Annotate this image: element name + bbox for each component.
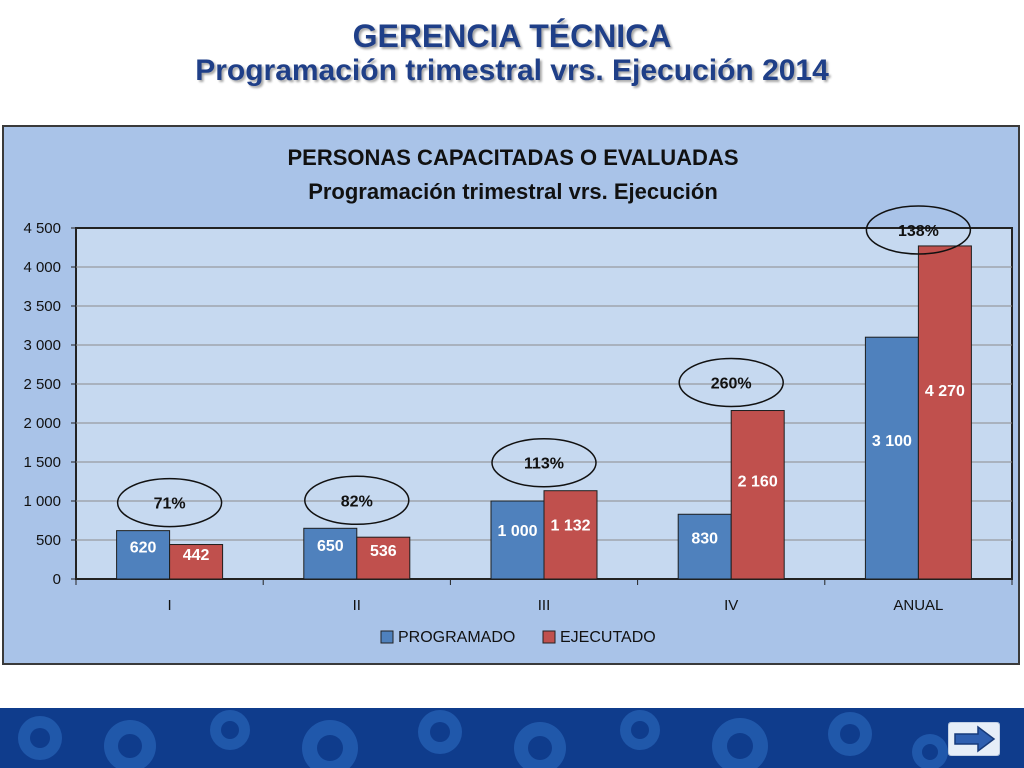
x-tick-label: III [538, 597, 551, 614]
y-tick-label: 1 000 [23, 493, 61, 510]
x-tick-label: ANUAL [893, 597, 943, 614]
bar-ejecutado [543, 490, 598, 580]
data-label: 4 270 [925, 383, 965, 400]
data-label: 3 100 [872, 433, 912, 450]
chart-title: PERSONAS CAPACITADAS O EVALUADAS [287, 145, 738, 170]
legend-label-ejecutado: EJECUTADO [560, 629, 656, 646]
data-label: 536 [370, 543, 397, 560]
data-label: 830 [691, 530, 718, 547]
bar-programado [677, 513, 732, 580]
annotation-percent: 113% [524, 456, 564, 473]
y-tick-label: 2 000 [23, 415, 61, 432]
x-tick-label: IV [724, 597, 738, 614]
x-tick-label: I [168, 597, 172, 614]
annotation-ellipse [116, 477, 223, 528]
legend-swatch-programado [380, 630, 394, 644]
chart-panel: PERSONAS CAPACITADAS O EVALUADAS Programa… [2, 125, 1020, 665]
y-tick-label: 3 500 [23, 298, 61, 315]
bar-ejecutado [917, 245, 972, 580]
bar-chart: PERSONAS CAPACITADAS O EVALUADAS Programa… [23, 145, 1013, 646]
annotation-percent: 82% [341, 493, 373, 510]
slide-subtitle: Programación trimestral vrs. Ejecución 2… [195, 54, 829, 87]
bar-programado [116, 530, 171, 580]
footer-gear-band [0, 708, 1024, 768]
legend-label-programado: PROGRAMADO [398, 629, 515, 646]
data-label: 2 160 [738, 473, 778, 490]
slide-title: GERENCIA TÉCNICA [352, 18, 672, 54]
right-arrow-icon [947, 721, 1001, 757]
legend-swatch-ejecutado [542, 630, 556, 644]
data-label: 1 132 [550, 517, 590, 534]
bar-ejecutado [356, 536, 411, 580]
annotation-ellipse [491, 437, 597, 488]
annotation-percent: 138% [898, 223, 939, 240]
annotation-percent: 260% [711, 376, 752, 393]
data-label: 442 [183, 547, 210, 564]
y-tick-label: 2 500 [23, 376, 61, 393]
bar-programado [490, 500, 545, 580]
bar-programado [864, 336, 919, 580]
annotation-ellipse [304, 475, 410, 526]
annotation-ellipse [865, 205, 972, 255]
bar-ejecutado [730, 410, 785, 580]
data-label: 1 000 [497, 523, 537, 540]
y-tick-label: 1 500 [23, 454, 61, 471]
data-label: 620 [130, 539, 157, 556]
annotation-ellipse [678, 357, 784, 408]
next-slide-button[interactable] [947, 721, 1001, 757]
x-tick-label: II [353, 597, 361, 614]
data-label: 650 [317, 538, 344, 555]
bar-programado [303, 527, 358, 580]
y-tick-label: 500 [36, 532, 61, 549]
y-tick-label: 4 000 [23, 259, 61, 276]
annotation-percent: 71% [154, 496, 186, 513]
bar-ejecutado [169, 544, 224, 580]
y-tick-label: 0 [53, 571, 61, 588]
y-tick-label: 4 500 [23, 220, 61, 237]
y-tick-label: 3 000 [23, 337, 61, 354]
chart-subtitle: Programación trimestral vrs. Ejecución [308, 179, 718, 204]
